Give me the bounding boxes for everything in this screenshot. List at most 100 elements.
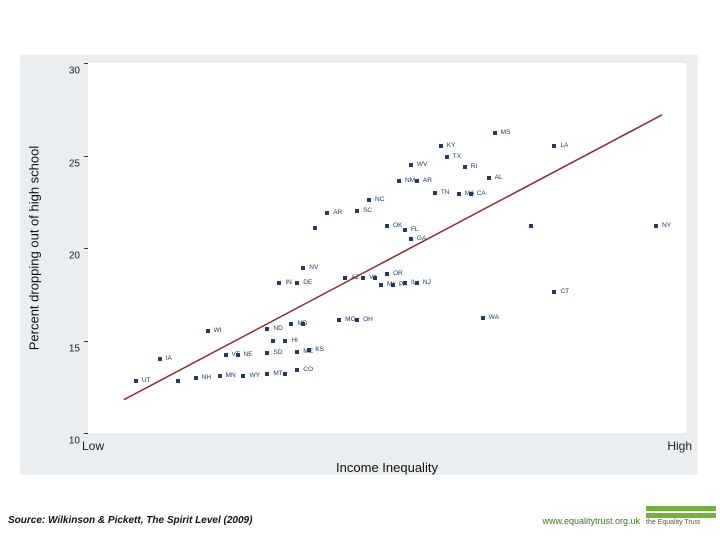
y-tick	[84, 248, 88, 249]
scatter-point	[355, 209, 359, 213]
scatter-point	[385, 272, 389, 276]
point-label: OK	[393, 222, 402, 229]
scatter-point	[373, 276, 377, 280]
scatter-point	[265, 327, 269, 331]
logo-bar	[646, 513, 716, 518]
point-label: MN	[226, 372, 236, 379]
scatter-point	[361, 276, 365, 280]
point-label: TX	[453, 153, 461, 160]
point-label: AR	[333, 209, 342, 216]
scatter-point	[271, 339, 275, 343]
point-label: KS	[315, 346, 324, 353]
point-label: NV	[309, 264, 318, 271]
url-text: www.equalitytrust.org.uk	[542, 516, 640, 526]
point-label: MS	[501, 129, 511, 136]
scatter-point	[493, 131, 497, 135]
scatter-point	[337, 318, 341, 322]
scatter-point	[236, 353, 240, 357]
point-label: NJ	[423, 279, 431, 286]
y-tick-label: 15	[40, 343, 80, 354]
point-label: AL	[495, 174, 503, 181]
point-label: TN	[441, 189, 450, 196]
scatter-point	[289, 322, 293, 326]
point-label: AZ	[351, 274, 359, 281]
scatter-point	[295, 350, 299, 354]
point-label: MT	[273, 370, 282, 377]
point-label: LA	[560, 142, 568, 149]
scatter-point	[552, 144, 556, 148]
scatter-point	[295, 281, 299, 285]
scatter-point	[301, 266, 305, 270]
logo-bar	[646, 506, 716, 511]
point-label: AR	[423, 177, 432, 184]
y-tick	[84, 433, 88, 434]
footer: Source: Wilkinson & Pickett, The Spirit …	[0, 506, 720, 532]
scatter-point	[241, 374, 245, 378]
scatter-point	[134, 379, 138, 383]
point-label: IA	[166, 355, 172, 362]
point-label: OH	[363, 316, 373, 323]
point-label: OR	[393, 270, 403, 277]
scatter-point	[355, 318, 359, 322]
scatter-point	[415, 179, 419, 183]
scatter-point	[343, 276, 347, 280]
scatter-point	[379, 283, 383, 287]
scatter-point	[325, 211, 329, 215]
point-label: HI	[291, 337, 298, 344]
scatter-point	[487, 176, 491, 180]
equality-trust-logo: the Equality Trust	[646, 506, 716, 530]
x-axis-high-label: High	[667, 439, 692, 453]
scatter-point	[397, 179, 401, 183]
point-label: NC	[375, 196, 384, 203]
scatter-point	[301, 322, 305, 326]
source-text: Source: Wilkinson & Pickett, The Spirit …	[8, 515, 252, 526]
point-label: CO	[303, 366, 313, 373]
point-label: WI	[214, 327, 222, 334]
scatter-point	[158, 357, 162, 361]
scatter-point	[415, 281, 419, 285]
scatter-point	[265, 372, 269, 376]
point-label: SD	[273, 349, 282, 356]
y-tick-label: 10	[40, 436, 80, 447]
logo-text: the Equality Trust	[646, 519, 700, 526]
point-label: WV	[417, 161, 427, 168]
scatter-point	[654, 224, 658, 228]
point-label: SC	[363, 207, 372, 214]
scatter-point	[445, 155, 449, 159]
scatter-point	[367, 198, 371, 202]
scatter-point	[403, 228, 407, 232]
y-axis-title: Percent dropping out of high school	[27, 146, 42, 351]
scatter-point	[277, 281, 281, 285]
point-label: NE	[244, 351, 253, 358]
y-tick	[84, 156, 88, 157]
scatter-point	[283, 339, 287, 343]
trendline	[88, 63, 686, 433]
chart-frame: Percent dropping out of high school Inco…	[20, 55, 698, 475]
x-axis-low-label: Low	[82, 439, 104, 453]
page: Percent dropping out of high school Inco…	[0, 0, 720, 540]
point-label: NY	[662, 222, 671, 229]
y-tick	[84, 341, 88, 342]
point-label: KY	[447, 142, 456, 149]
point-label: UT	[142, 377, 151, 384]
scatter-point	[409, 237, 413, 241]
point-label: WY	[249, 372, 259, 379]
scatter-point	[457, 192, 461, 196]
scatter-point	[469, 192, 473, 196]
scatter-point	[176, 379, 180, 383]
scatter-point	[224, 353, 228, 357]
point-label: FL	[411, 226, 419, 233]
scatter-point	[307, 348, 311, 352]
y-tick-label: 30	[40, 66, 80, 77]
scatter-point	[283, 372, 287, 376]
scatter-point	[391, 283, 395, 287]
point-label: MO	[345, 316, 355, 323]
y-tick	[84, 63, 88, 64]
y-tick-label: 25	[40, 158, 80, 169]
scatter-point	[313, 226, 317, 230]
scatter-point	[409, 163, 413, 167]
scatter-point	[552, 290, 556, 294]
scatter-point	[295, 368, 299, 372]
scatter-point	[433, 191, 437, 195]
y-tick-label: 20	[40, 251, 80, 262]
